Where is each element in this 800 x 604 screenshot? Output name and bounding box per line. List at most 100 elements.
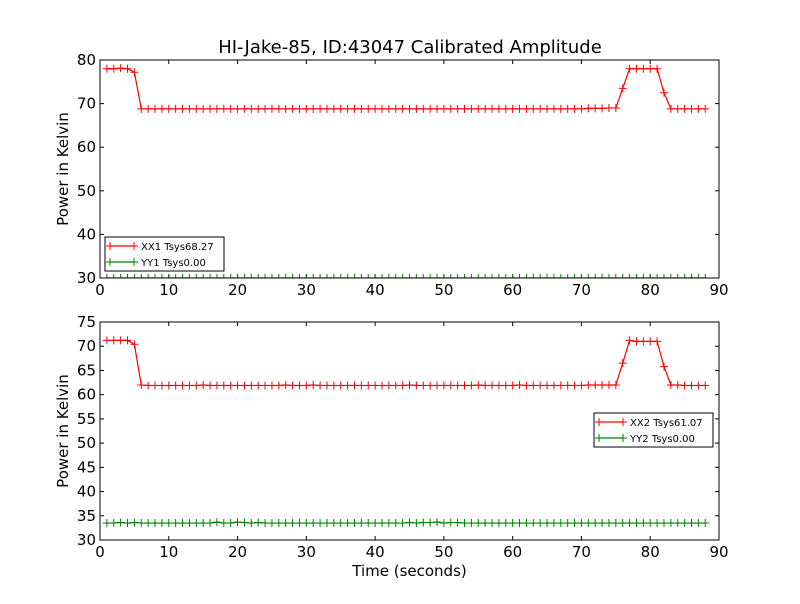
data-point-marker — [371, 519, 380, 528]
data-point-marker — [336, 519, 345, 528]
data-point-marker — [632, 519, 641, 528]
x-tick-label: 0 — [95, 543, 105, 561]
data-point-marker — [130, 274, 139, 278]
data-point-marker — [618, 274, 627, 278]
data-point-marker — [646, 274, 655, 278]
data-point-marker — [254, 518, 263, 527]
data-point-marker — [267, 104, 276, 113]
data-point-marker — [377, 381, 386, 390]
data-point-marker — [536, 519, 545, 528]
data-point-marker — [467, 274, 476, 278]
data-point-marker — [419, 381, 428, 390]
legend-entry-label: XX1 Tsys68.27 — [141, 242, 214, 253]
data-point-marker — [343, 104, 352, 113]
data-point-marker — [639, 64, 648, 73]
data-point-marker — [185, 274, 194, 278]
data-point-marker — [316, 381, 325, 390]
data-point-marker — [343, 381, 352, 390]
legend-swatch-marker — [595, 418, 603, 426]
data-point-marker — [164, 381, 173, 390]
data-point-marker — [536, 381, 545, 390]
bottom-subplot: 0 10 20 30 40 50 60 70 80 90 30 35 40 45 50 55 60 65 70 75 P… — [54, 313, 729, 580]
data-point-marker — [474, 519, 483, 528]
y-tick-label: 35 — [77, 507, 96, 525]
data-point-marker — [226, 274, 235, 278]
data-point-marker — [488, 381, 497, 390]
data-point-marker — [109, 519, 118, 528]
data-point-marker — [481, 381, 490, 390]
data-point-marker — [453, 104, 462, 113]
data-point-marker — [632, 337, 641, 346]
data-point-marker — [604, 274, 613, 278]
data-point-marker — [460, 274, 469, 278]
x-tick-label: 80 — [641, 281, 660, 299]
y-tick-label: 50 — [77, 182, 96, 200]
data-point-marker — [123, 336, 132, 345]
legend-swatch-marker — [595, 434, 603, 442]
data-point-marker — [529, 274, 538, 278]
data-point-marker — [316, 519, 325, 528]
data-point-marker — [646, 519, 655, 528]
data-point-marker — [302, 274, 311, 278]
data-point-marker — [350, 519, 359, 528]
data-point-marker — [439, 104, 448, 113]
data-point-marker — [336, 104, 345, 113]
data-point-marker — [494, 519, 503, 528]
data-point-marker — [322, 519, 331, 528]
y-tick-label: 60 — [77, 138, 96, 156]
plot-frame — [99, 321, 720, 541]
y-tick-label: 75 — [77, 313, 96, 331]
data-point-marker — [405, 518, 414, 527]
data-point-marker — [687, 104, 696, 113]
data-point-marker — [116, 274, 125, 278]
data-point-marker — [151, 381, 160, 390]
data-point-marker — [687, 381, 696, 390]
data-point-marker — [439, 274, 448, 278]
data-point-marker — [494, 104, 503, 113]
data-point-marker — [316, 104, 325, 113]
data-point-marker — [570, 519, 579, 528]
data-point-marker — [467, 104, 476, 113]
data-point-marker — [570, 104, 579, 113]
data-point-marker — [329, 519, 338, 528]
data-point-marker — [666, 519, 675, 528]
data-point-marker — [364, 519, 373, 528]
data-point-marker — [419, 518, 428, 527]
data-point-marker — [137, 274, 146, 278]
data-point-marker — [157, 519, 166, 528]
y-tick-label: 60 — [77, 386, 96, 404]
data-point-marker — [543, 519, 552, 528]
data-point-marker — [570, 381, 579, 390]
data-point-marker — [226, 104, 235, 113]
data-point-marker — [659, 362, 668, 371]
data-point-marker — [206, 274, 215, 278]
data-point-marker — [281, 274, 290, 278]
data-point-marker — [694, 519, 703, 528]
data-point-marker — [247, 381, 256, 390]
data-point-marker — [673, 519, 682, 528]
data-point-marker — [474, 274, 483, 278]
data-point-marker — [233, 104, 242, 113]
data-point-marker — [109, 64, 118, 73]
data-point-marker — [446, 381, 455, 390]
data-point-marker — [494, 381, 503, 390]
data-point-marker — [199, 519, 208, 528]
data-point-marker — [144, 274, 153, 278]
data-point-marker — [371, 104, 380, 113]
data-point-marker — [611, 519, 620, 528]
data-point-marker — [584, 274, 593, 278]
data-point-marker — [501, 104, 510, 113]
data-point-marker — [261, 381, 270, 390]
data-point-marker — [226, 519, 235, 528]
data-point-marker — [467, 381, 476, 390]
data-point-marker — [625, 336, 634, 345]
data-point-marker — [701, 104, 710, 113]
data-point-marker — [494, 274, 503, 278]
data-point-marker — [336, 274, 345, 278]
data-point-marker — [694, 381, 703, 390]
data-point-marker — [274, 274, 283, 278]
data-point-marker — [536, 274, 545, 278]
data-point-marker — [481, 274, 490, 278]
legend: XX1 Tsys68.27 YY1 Tsys0.00 — [104, 236, 225, 272]
data-point-marker — [467, 519, 476, 528]
